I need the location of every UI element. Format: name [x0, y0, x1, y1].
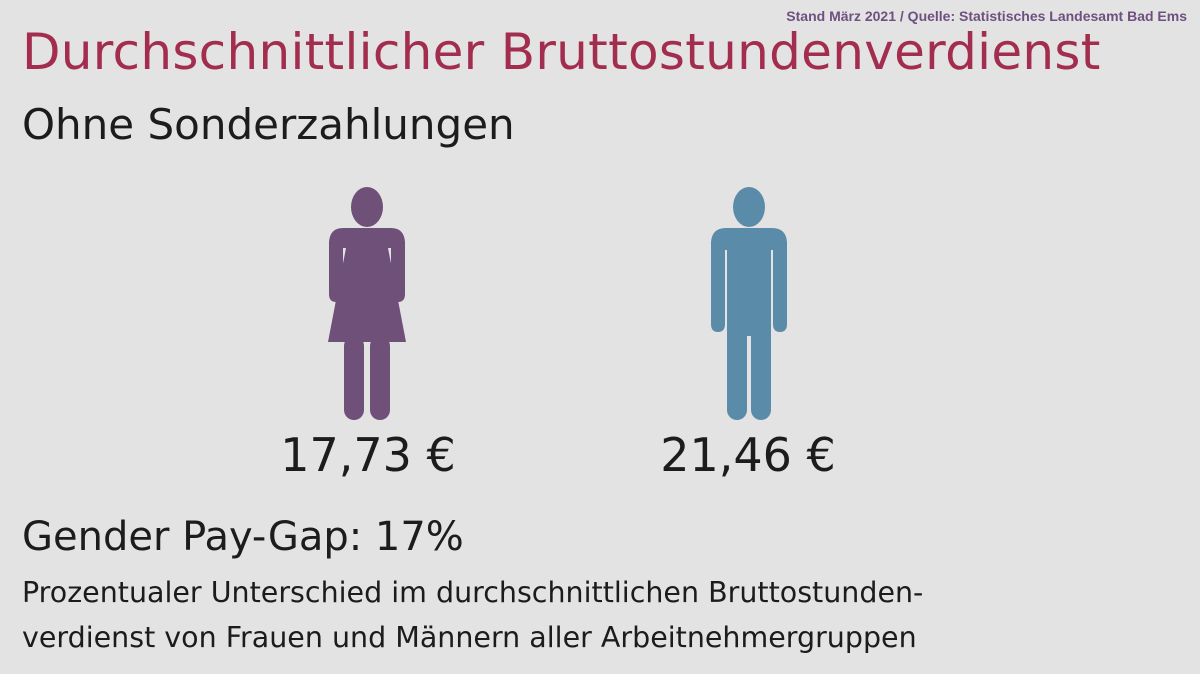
men-earnings-value: 21,46 €: [660, 428, 836, 482]
source-note: Stand März 2021 / Quelle: Statistisches …: [786, 8, 1187, 24]
woman-icon: [322, 186, 412, 422]
description-line-2: verdienst von Frauen und Männern aller A…: [22, 621, 917, 654]
gender-pay-gap-heading: Gender Pay-Gap: 17%: [22, 514, 464, 560]
page-title: Durchschnittlicher Bruttostundenverdiens…: [22, 23, 1101, 81]
women-earnings-value: 17,73 €: [280, 428, 456, 482]
description-line-1: Prozentualer Unterschied im durchschnitt…: [22, 576, 924, 609]
description: Prozentualer Unterschied im durchschnitt…: [22, 570, 923, 660]
man-icon: [706, 186, 792, 422]
page-subtitle: Ohne Sonderzahlungen: [22, 100, 515, 149]
